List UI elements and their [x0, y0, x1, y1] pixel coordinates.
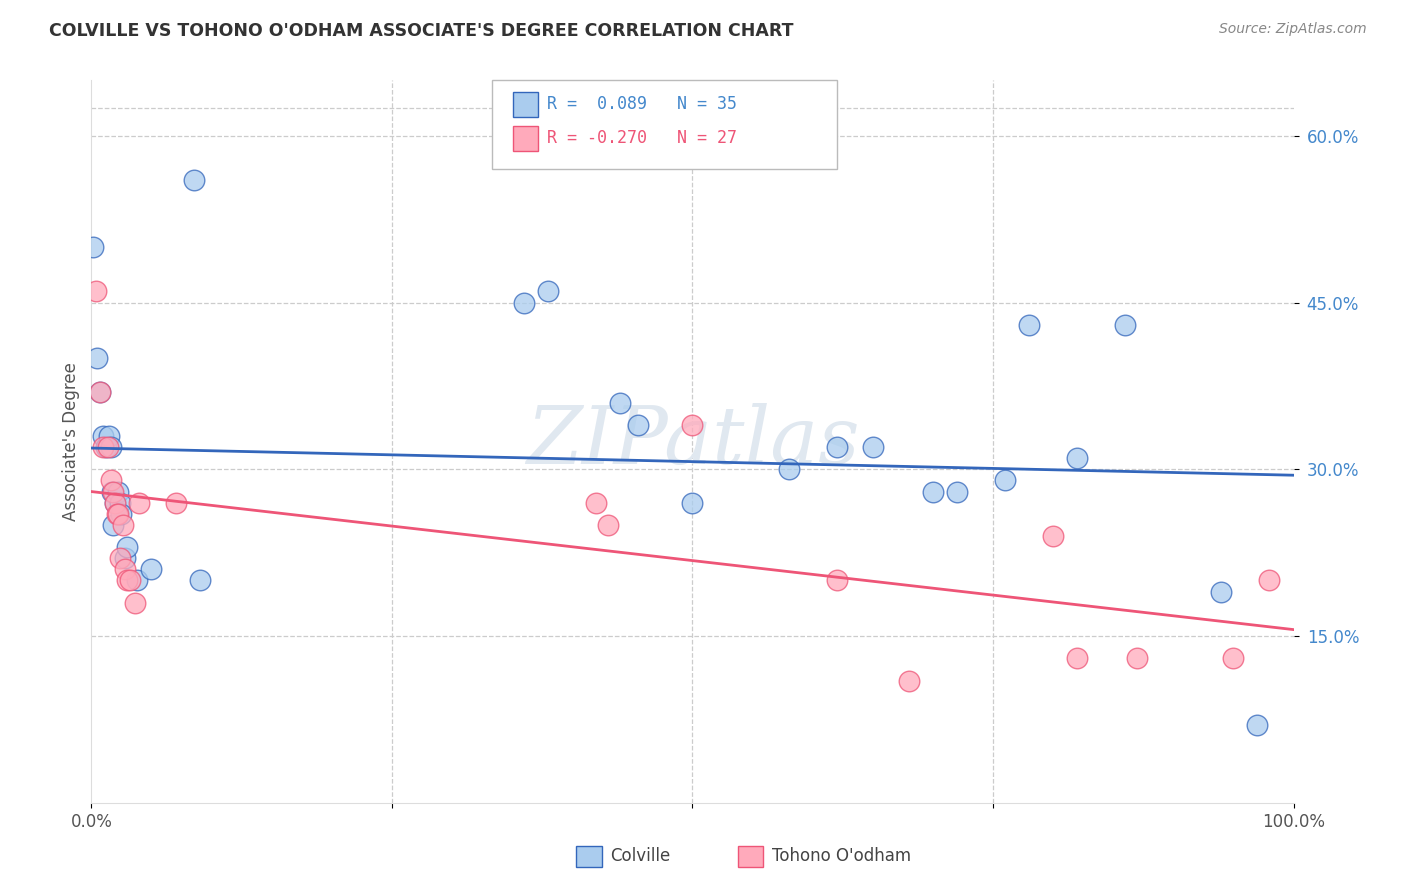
Point	[897, 673, 920, 688]
Point	[825, 574, 848, 588]
Point	[111, 517, 134, 532]
Point	[86, 351, 108, 366]
Point	[101, 484, 124, 499]
Point	[114, 562, 136, 576]
Point	[125, 574, 148, 588]
Point	[141, 562, 163, 576]
Point	[118, 574, 141, 588]
Point	[117, 574, 139, 588]
Point	[107, 507, 129, 521]
Point	[1211, 584, 1233, 599]
Point	[97, 440, 120, 454]
Point	[101, 517, 124, 532]
Point	[585, 496, 607, 510]
Text: R = -0.270   N = 27: R = -0.270 N = 27	[547, 129, 737, 147]
Point	[1066, 451, 1088, 466]
Point	[1258, 574, 1281, 588]
Point	[537, 285, 560, 299]
Point	[89, 384, 111, 399]
Point	[1042, 529, 1064, 543]
Point	[513, 295, 536, 310]
Point	[107, 484, 129, 499]
Point	[128, 496, 150, 510]
Point	[110, 507, 132, 521]
Text: COLVILLE VS TOHONO O'ODHAM ASSOCIATE'S DEGREE CORRELATION CHART: COLVILLE VS TOHONO O'ODHAM ASSOCIATE'S D…	[49, 22, 794, 40]
Point	[1114, 318, 1136, 332]
Point	[598, 517, 620, 532]
Point	[117, 540, 139, 554]
Point	[98, 429, 121, 443]
Point	[82, 240, 104, 254]
Point	[681, 496, 703, 510]
Point	[862, 440, 884, 454]
Text: Tohono O'odham: Tohono O'odham	[772, 847, 911, 865]
Text: Source: ZipAtlas.com: Source: ZipAtlas.com	[1219, 22, 1367, 37]
Point	[946, 484, 969, 499]
Point	[681, 417, 703, 432]
Point	[1246, 718, 1268, 732]
Text: R =  0.089   N = 35: R = 0.089 N = 35	[547, 95, 737, 113]
Point	[188, 574, 211, 588]
Point	[94, 440, 117, 454]
Point	[104, 496, 127, 510]
Point	[124, 596, 146, 610]
Point	[994, 474, 1017, 488]
Text: ZIPatlas: ZIPatlas	[526, 403, 859, 480]
Point	[609, 395, 631, 409]
Point	[825, 440, 848, 454]
Point	[105, 507, 128, 521]
Point	[100, 474, 122, 488]
Point	[84, 285, 107, 299]
Point	[1222, 651, 1244, 665]
Point	[101, 484, 124, 499]
Text: Colville: Colville	[610, 847, 671, 865]
Point	[778, 462, 800, 476]
Point	[100, 440, 122, 454]
Point	[1066, 651, 1088, 665]
Point	[1018, 318, 1040, 332]
Point	[93, 429, 115, 443]
Point	[110, 496, 132, 510]
Point	[104, 496, 127, 510]
Point	[1126, 651, 1149, 665]
Point	[93, 440, 115, 454]
Point	[627, 417, 650, 432]
Point	[89, 384, 111, 399]
Point	[922, 484, 945, 499]
Point	[165, 496, 187, 510]
Point	[183, 173, 205, 187]
Point	[110, 551, 132, 566]
Point	[114, 551, 136, 566]
Y-axis label: Associate's Degree: Associate's Degree	[62, 362, 80, 521]
